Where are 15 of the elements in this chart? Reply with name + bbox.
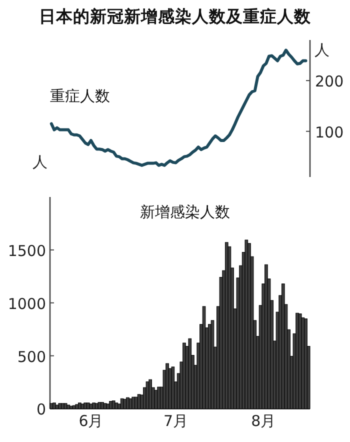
y-axis-title: 人 xyxy=(314,41,330,59)
chart-title: 日本的新冠新增感染人数及重症人数 xyxy=(39,7,312,26)
y-tick-label: 200 xyxy=(315,72,344,91)
x-tick-label: 8月 xyxy=(251,412,276,430)
line-series xyxy=(50,48,308,167)
y-axis-title: 人 xyxy=(32,153,48,171)
x-tick-label: 6月 xyxy=(78,412,104,430)
y-tick-label: 1500 xyxy=(8,242,46,260)
series-label: 重症人数 xyxy=(50,87,110,105)
x-tick-label: 7月 xyxy=(163,412,188,430)
y-tick-label: 1000 xyxy=(8,294,46,313)
series-label: 新增感染人数 xyxy=(140,203,230,221)
y-tick-label: 100 xyxy=(315,123,344,142)
y-tick-label: 0 xyxy=(36,400,46,419)
y-tick-label: 500 xyxy=(17,348,46,366)
